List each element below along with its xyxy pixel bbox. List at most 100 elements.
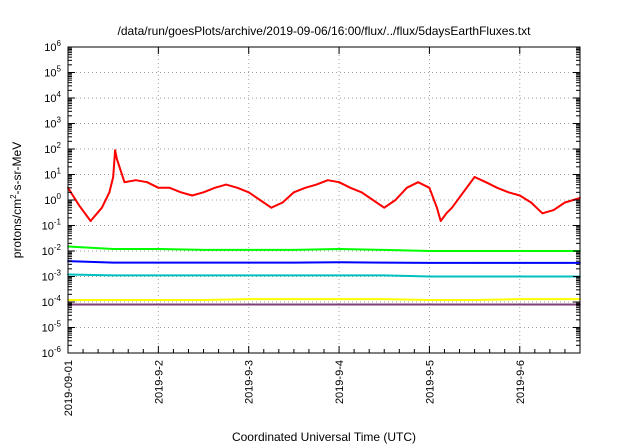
data-point — [564, 250, 566, 252]
y-tick-label: 10-2 — [42, 243, 62, 258]
data-point — [157, 248, 160, 250]
data-point — [439, 220, 442, 222]
data-point — [338, 261, 340, 264]
data-point — [564, 303, 566, 306]
data-point — [157, 299, 160, 301]
data-point — [202, 261, 205, 264]
x-tick-label: 2019-9-4 — [334, 360, 346, 404]
y-tick-label: 105 — [44, 65, 61, 80]
data-point — [281, 201, 284, 204]
x-tick-label: 2019-09-01 — [63, 360, 75, 416]
data-point — [191, 194, 194, 197]
data-point — [518, 194, 521, 197]
data-point — [202, 299, 205, 301]
data-point — [564, 275, 566, 278]
y-tick-labels: 10-6 10-5 10-4 10-3 10-2 10-1 100 101 102 103 104 1… — [42, 39, 62, 360]
data-point — [541, 212, 544, 215]
data-point — [270, 206, 273, 209]
data-point — [564, 298, 566, 300]
y-tick-label: 106 — [44, 39, 61, 54]
series-line — [68, 298, 580, 301]
data-point — [372, 199, 374, 201]
data-point — [445, 212, 448, 215]
data-point — [157, 303, 160, 306]
y-tick-label: 103 — [44, 116, 61, 131]
data-point — [552, 209, 555, 212]
data-point — [168, 186, 171, 189]
data-point — [436, 206, 438, 209]
data-point — [202, 303, 205, 306]
data-point — [518, 298, 521, 300]
data-point — [564, 201, 566, 204]
data-point — [123, 181, 126, 184]
data-point — [247, 274, 250, 277]
data-point — [259, 199, 261, 201]
data-point — [293, 249, 295, 251]
data-point — [236, 186, 239, 189]
data-point — [338, 181, 340, 184]
data-point — [202, 274, 205, 277]
data-point — [202, 191, 205, 194]
data-point — [202, 249, 205, 251]
data-point — [338, 298, 340, 300]
series-1 — [67, 245, 581, 252]
y-tick-label: 10-3 — [42, 269, 62, 284]
data-point — [116, 158, 118, 161]
data-point — [473, 275, 476, 278]
y-tick-label: 100 — [44, 192, 61, 207]
data-point — [225, 183, 228, 186]
data-point — [473, 176, 476, 178]
data-point — [383, 261, 386, 264]
data-point — [383, 274, 386, 277]
data-point — [157, 261, 160, 264]
data-point — [394, 199, 397, 201]
data-point — [428, 275, 431, 278]
data-point — [157, 274, 160, 277]
data-point — [247, 261, 250, 264]
data-point — [518, 275, 521, 278]
data-point — [247, 249, 250, 251]
data-point — [405, 186, 408, 189]
data-point — [157, 186, 160, 189]
data-point — [293, 274, 295, 277]
data-point — [530, 201, 532, 204]
series-0 — [67, 149, 581, 222]
data-point — [338, 303, 340, 306]
data-point — [293, 191, 295, 194]
data-point — [114, 149, 116, 152]
y-tick-label: 10-5 — [42, 320, 62, 335]
data-point — [473, 262, 476, 264]
data-point — [518, 250, 521, 252]
data-point — [496, 186, 499, 189]
y-tick-label: 10-1 — [42, 218, 62, 233]
data-point — [428, 299, 431, 301]
data-point — [428, 262, 431, 264]
data-point — [213, 186, 216, 189]
data-point — [247, 191, 250, 194]
series-2 — [67, 260, 581, 264]
data-point — [383, 206, 386, 209]
data-point — [293, 303, 295, 306]
data-point — [112, 303, 115, 306]
data-point — [108, 191, 111, 194]
data-point — [146, 181, 149, 184]
chart-title: /data/run/goesPlots/archive/2019-09-06/1… — [118, 24, 532, 38]
y-tick-label: 102 — [44, 141, 61, 156]
data-point — [518, 262, 521, 264]
data-point — [101, 206, 103, 209]
data-point — [112, 176, 115, 178]
data-point — [564, 262, 566, 264]
x-tick-label: 2019-9-6 — [515, 360, 527, 404]
data-point — [383, 298, 386, 300]
x-tick-label: 2019-9-5 — [424, 360, 436, 404]
data-point — [180, 191, 182, 194]
data-point — [112, 299, 115, 301]
y-axis-label: protons/cm2-s-sr-MeV — [9, 142, 24, 258]
data-point — [485, 181, 487, 184]
data-point — [315, 183, 318, 186]
data-point — [507, 191, 510, 194]
y-tick-label: 104 — [44, 90, 61, 105]
data-point — [338, 274, 340, 277]
